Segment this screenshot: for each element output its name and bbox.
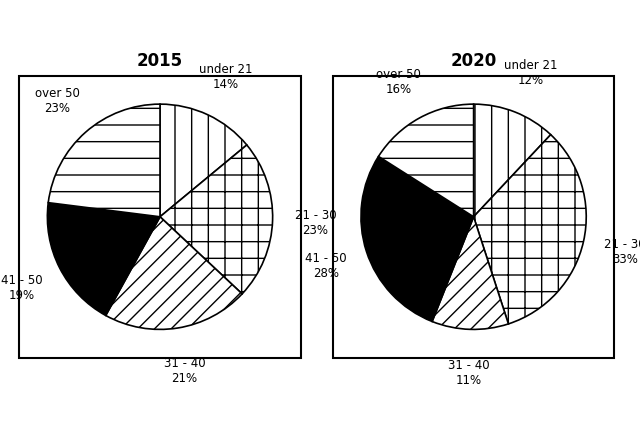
Title: 2015: 2015 xyxy=(137,52,183,70)
Wedge shape xyxy=(47,203,160,316)
Text: 21 - 30
33%: 21 - 30 33% xyxy=(605,237,640,265)
Text: under 21
12%: under 21 12% xyxy=(504,59,557,87)
Title: 2020: 2020 xyxy=(451,52,497,70)
Wedge shape xyxy=(160,105,247,217)
Wedge shape xyxy=(106,217,242,330)
Text: 41 - 50
19%: 41 - 50 19% xyxy=(1,273,42,302)
Wedge shape xyxy=(160,146,273,294)
Text: over 50
23%: over 50 23% xyxy=(35,87,79,115)
Text: 41 - 50
28%: 41 - 50 28% xyxy=(305,251,347,279)
Wedge shape xyxy=(474,105,550,217)
Text: 31 - 40
11%: 31 - 40 11% xyxy=(448,358,490,386)
Wedge shape xyxy=(48,105,160,217)
Text: 21 - 30
23%: 21 - 30 23% xyxy=(294,208,336,236)
Text: under 21
14%: under 21 14% xyxy=(200,63,253,91)
Wedge shape xyxy=(378,105,474,217)
Text: 31 - 40
21%: 31 - 40 21% xyxy=(163,357,205,384)
Wedge shape xyxy=(432,217,508,330)
Text: over 50
16%: over 50 16% xyxy=(376,67,421,95)
Wedge shape xyxy=(361,157,474,322)
Wedge shape xyxy=(474,135,586,324)
